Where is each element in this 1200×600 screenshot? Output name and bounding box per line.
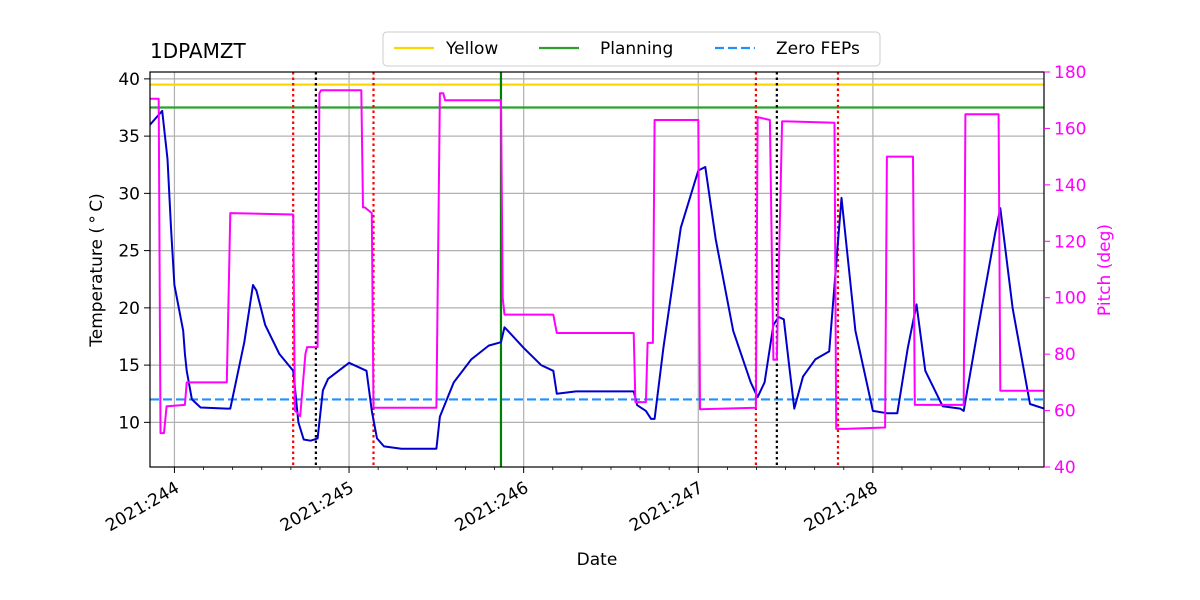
y2-tick-label: 60 [1054,402,1076,422]
y-tick-label: 35 [118,127,140,147]
y2-tick-label: 140 [1054,176,1086,196]
chart-title: 1DPAMZT [150,39,247,63]
series-line-1dpamzt [150,109,1044,450]
y-tick-label: 20 [118,299,140,319]
series-line-pitch [150,89,1044,435]
y2-tick-label: 120 [1054,232,1086,252]
y2-tick-label: 180 [1054,63,1086,83]
legend: Yellow Planning Zero FEPs [382,31,881,67]
y-axis-left: 10 15 20 25 30 35 40 [118,70,150,433]
legend-label: Zero FEPs [776,39,860,59]
y-tick-label: 40 [118,70,140,90]
y2-tick-label: 160 [1054,119,1086,139]
legend-box [382,31,881,67]
y-tick-label: 30 [118,184,140,204]
y-tick-label: 15 [118,356,140,376]
legend-label: Yellow [445,39,498,59]
threshold-lines [150,83,1044,401]
y-axis-right: 40 60 80 100 120 140 160 180 [1044,63,1086,478]
series-lines [150,89,1044,450]
x-axis-label: Date [577,550,618,570]
plot-frame [149,71,1045,468]
y2-tick-label: 40 [1054,458,1076,478]
y-tick-label: 10 [118,413,140,433]
y2-tick-label: 100 [1054,289,1086,309]
y2-axis-label: Pitch (deg) [1095,224,1115,316]
y-tick-label: 25 [118,242,140,262]
legend-label: Planning [600,39,673,59]
y2-tick-label: 80 [1054,345,1076,365]
y-axis-label: Temperature ( ° C) [87,193,107,348]
